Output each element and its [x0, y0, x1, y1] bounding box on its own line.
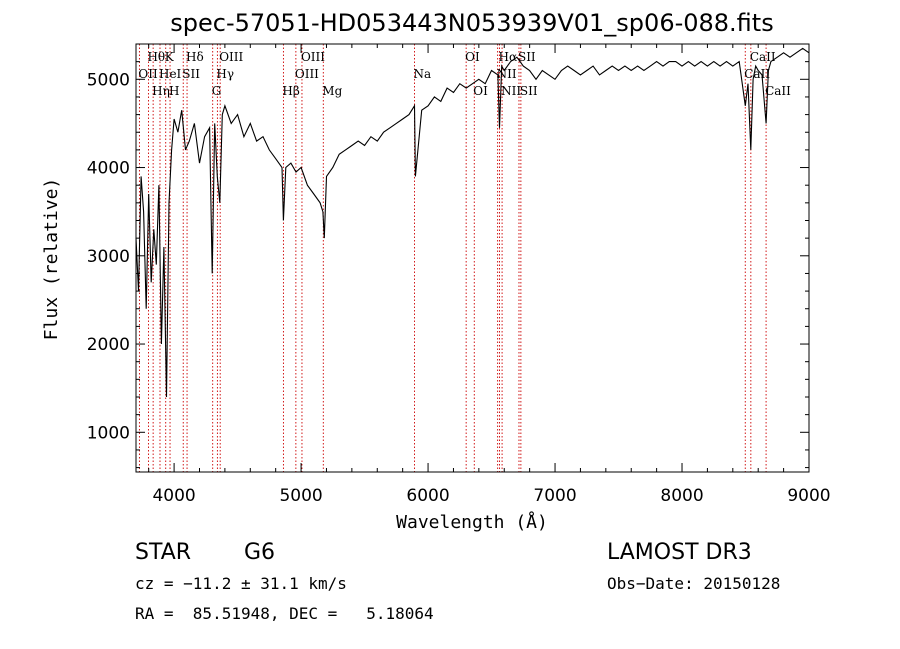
x-axis-ticks: 4000 5000 6000 7000 8000 9000 [148, 44, 831, 506]
spectral-line-label: K [165, 50, 175, 64]
x-tick-label: 9000 [787, 486, 830, 506]
spectral-line-label: CaII [750, 50, 776, 64]
object-class: STAR [135, 540, 192, 565]
spectral-line-label: G [212, 84, 222, 98]
y-tick-label: 1000 [87, 423, 130, 443]
spectral-line-label: Hα [499, 50, 518, 64]
x-tick-label: 7000 [533, 486, 576, 506]
spectral-line-label: CaII [765, 84, 791, 98]
spectral-line-label: Hδ [186, 50, 204, 64]
spectral-line-label: NII [497, 67, 517, 81]
spectral-line-label: H [169, 84, 179, 98]
y-tick-label: 3000 [87, 247, 130, 267]
survey-name: LAMOST DR3 [607, 540, 752, 565]
spectral-line-label: OIII [219, 50, 243, 64]
redshift-cz: cz = −11.2 ± 31.1 km/s [135, 574, 347, 593]
spectral-line-label: Na [413, 67, 431, 81]
observation-date: Obs−Date: 20150128 [607, 574, 781, 593]
x-tick-label: 5000 [279, 486, 322, 506]
spectral-line-label: Hβ [282, 84, 299, 98]
spectral-line-label: NII [501, 84, 521, 98]
spectral-line-label: OII [138, 67, 158, 81]
x-tick-label: 4000 [152, 486, 195, 506]
y-axis-label: Flux (relative) [41, 178, 62, 341]
spectral-line-label: HeI [159, 67, 182, 81]
plot-frame [135, 43, 810, 473]
spectral-line-labels: OIIHθHηHeIKHSIIHδGHγOIIIHβOIIIOIIIMgNaOI… [138, 50, 791, 98]
flux-series-line [135, 47, 810, 398]
spectral-line-label: OIII [295, 67, 319, 81]
spectral-line-label: Hγ [216, 67, 234, 81]
spectral-line-label: OI [465, 50, 480, 64]
spectral-line-label: SII [518, 50, 536, 64]
object-subclass: G6 [244, 540, 276, 565]
spectral-line-label: CaII [744, 67, 770, 81]
spectral-line-label: OI [473, 84, 488, 98]
spectral-line-label: Hθ [147, 50, 165, 64]
spectral-line-label: Hη [152, 84, 170, 98]
y-axis-ticks: 1000 2000 3000 4000 5000 [87, 61, 809, 469]
spectral-line-label: OIII [301, 50, 325, 64]
x-axis-label: Wavelength (Å) [396, 511, 548, 533]
chart-title: spec-57051-HD053443N053939V01_sp06-088.f… [170, 9, 773, 37]
ra-dec-coordinates: RA = 85.51948, DEC = 5.18064 [135, 604, 434, 623]
y-tick-label: 5000 [87, 70, 130, 90]
y-tick-label: 2000 [87, 335, 130, 355]
y-tick-label: 4000 [87, 159, 130, 179]
x-tick-label: 6000 [406, 486, 449, 506]
x-tick-label: 8000 [660, 486, 703, 506]
spectral-line-label: SII [520, 84, 538, 98]
spectral-line-label: Mg [322, 84, 342, 98]
spectral-line-label: SII [182, 67, 200, 81]
spectral-lines-layer [138, 44, 767, 472]
